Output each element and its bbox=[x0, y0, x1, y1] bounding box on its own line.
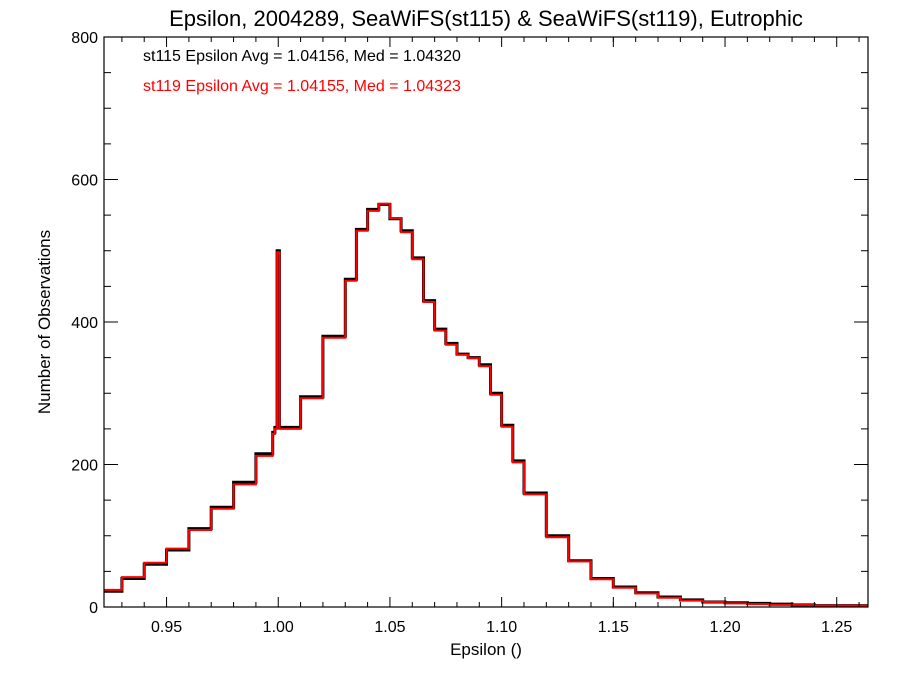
x-tick-label: 1.15 bbox=[598, 619, 629, 636]
x-tick-label: 0.95 bbox=[151, 619, 182, 636]
y-axis: 0 200 400 600 800 bbox=[71, 30, 868, 617]
annotation-st119: st119 Epsilon Avg = 1.04155, Med = 1.043… bbox=[143, 78, 461, 95]
x-tick-label: 1.05 bbox=[374, 619, 405, 636]
y-axis-label: Number of Observations bbox=[35, 230, 54, 414]
x-tick-label: 1.25 bbox=[821, 619, 852, 636]
x-axis: 0.95 1.00 1.05 1.10 1.15 1.20 1.25 bbox=[121, 37, 860, 636]
y-tick-label: 600 bbox=[71, 173, 98, 190]
annotation-st115: st115 Epsilon Avg = 1.04156, Med = 1.043… bbox=[143, 48, 461, 65]
x-axis-label: Epsilon () bbox=[450, 640, 522, 659]
y-tick-label: 400 bbox=[71, 315, 98, 332]
x-tick-label: 1.20 bbox=[709, 619, 740, 636]
series-st119-line bbox=[104, 202, 868, 607]
y-tick-label: 0 bbox=[89, 600, 98, 617]
series-layer bbox=[104, 202, 868, 608]
x-tick-label: 1.10 bbox=[486, 619, 517, 636]
y-tick-label: 800 bbox=[71, 30, 98, 47]
x-tick-label: 1.00 bbox=[263, 619, 294, 636]
chart-title: Epsilon, 2004289, SeaWiFS(st115) & SeaWi… bbox=[169, 6, 803, 31]
y-tick-label: 200 bbox=[71, 458, 98, 475]
